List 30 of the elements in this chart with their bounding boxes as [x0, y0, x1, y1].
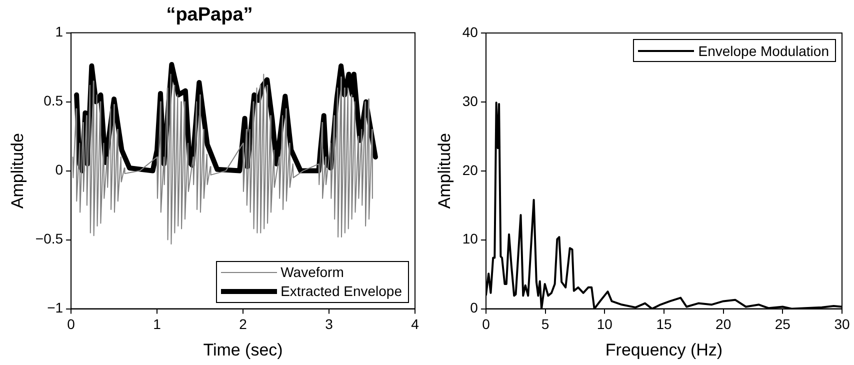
legend-label: Envelope Modulation: [698, 42, 829, 58]
x-axis-title: Frequency (Hz): [605, 340, 723, 360]
y-tick-label: 20: [462, 162, 478, 178]
y-axis-title: Amplitude: [8, 132, 27, 209]
y-axis-title: Amplitude: [434, 133, 454, 209]
x-tick-label: 15: [656, 316, 672, 332]
y-tick-label: 1: [55, 24, 64, 40]
x-tick-label: 30: [834, 316, 850, 332]
legend-label: Extracted Envelope: [280, 283, 402, 300]
y-tick-label: 40: [462, 24, 478, 40]
x-tick-label: 3: [325, 316, 334, 332]
x-axis-title: Time (sec): [203, 340, 283, 360]
legend-label: Waveform: [280, 264, 344, 280]
y-tick-label: −1: [47, 300, 64, 316]
x-tick-label: 10: [596, 316, 613, 332]
x-tick-label: 1: [153, 316, 162, 332]
x-tick-label: 2: [239, 316, 248, 332]
chart-title: “paPapa”: [166, 4, 253, 26]
x-tick-label: 20: [716, 316, 732, 332]
y-tick-label: 10: [462, 230, 478, 247]
x-tick-label: 0: [482, 316, 490, 332]
y-tick-label: −0.5: [35, 230, 64, 247]
x-tick-label: 5: [541, 316, 550, 332]
y-tick-label: 0.5: [44, 92, 64, 109]
y-tick-label: 0: [470, 300, 478, 316]
y-tick-label: 30: [462, 92, 478, 109]
y-tick-label: 0: [55, 162, 64, 178]
x-tick-label: 4: [411, 316, 420, 332]
x-tick-label: 25: [774, 316, 791, 332]
x-tick-label: 0: [67, 316, 76, 332]
